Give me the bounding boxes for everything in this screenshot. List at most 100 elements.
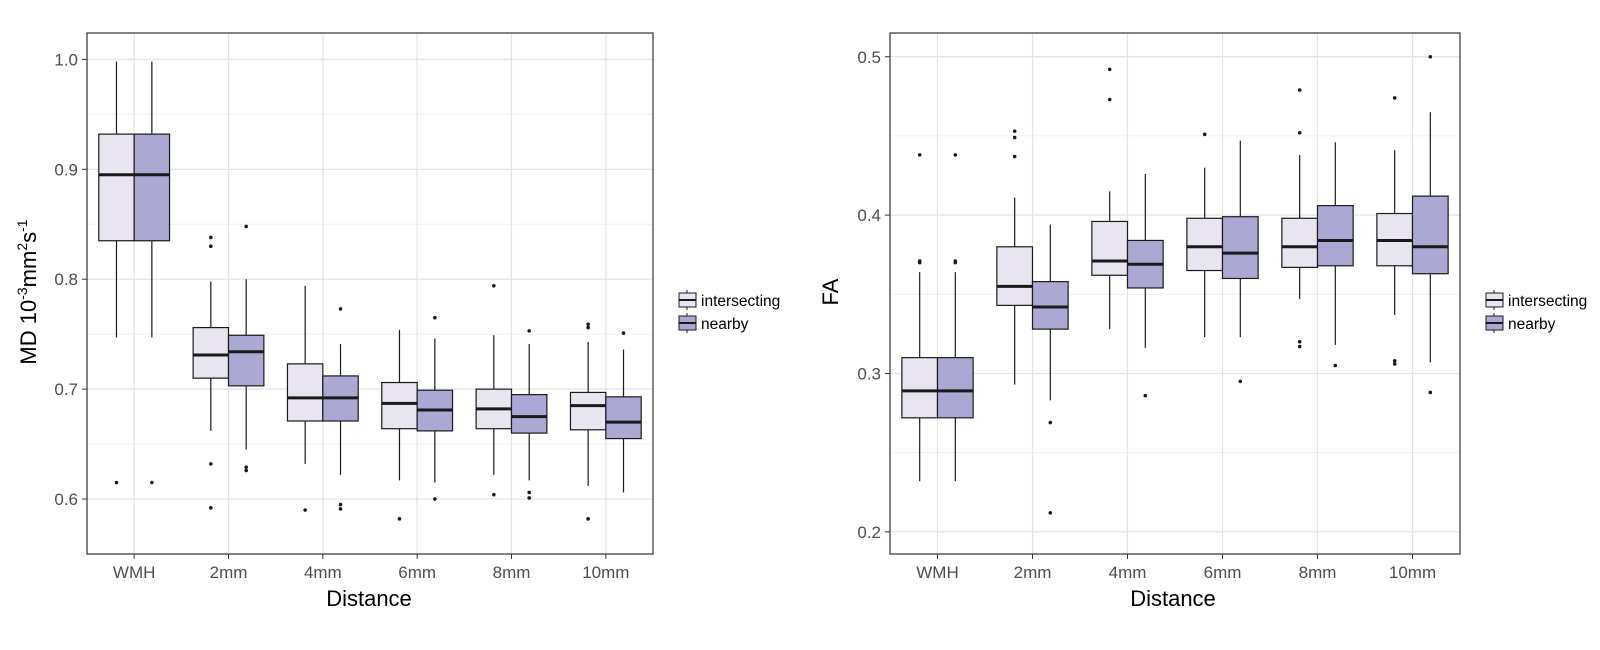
md-y-title-prefix: MD 10: [16, 300, 41, 365]
fa-y-tick-label: 0.4: [857, 206, 881, 225]
fa-y-axis-title: FA: [818, 278, 843, 305]
fa-box-intersecting-8mm: [1281, 88, 1319, 349]
outlier-point: [492, 284, 496, 288]
outlier-point: [1428, 390, 1433, 395]
outlier-point: [1048, 420, 1053, 425]
md-x-tick-label: 8mm: [493, 563, 531, 582]
md-panel-border: [86, 32, 654, 555]
outlier-point: [338, 502, 343, 507]
outlier-point: [209, 462, 213, 466]
iqr-box: [1316, 205, 1354, 267]
md-y-tick-label: 0.7: [54, 380, 78, 399]
md-x-tick-label: 6mm: [398, 563, 436, 582]
iqr-box: [286, 363, 324, 422]
outlier-point: [1012, 135, 1017, 140]
outlier-point: [303, 508, 307, 512]
iqr-box: [510, 394, 548, 434]
outlier-point: [1297, 339, 1302, 344]
md-legend-label-nearby: nearby: [701, 316, 749, 333]
fa-x-tick-label: 8mm: [1299, 563, 1337, 582]
fa-box-nearby-4mm: [1126, 173, 1164, 398]
md-box-nearby-4mm: [322, 307, 359, 511]
outlier-point: [1428, 54, 1433, 59]
outlier-point: [244, 224, 248, 229]
outlier-point: [244, 468, 248, 473]
fa-y-tick-label: 0.3: [857, 364, 881, 383]
outlier-point: [492, 492, 496, 497]
outlier-point: [917, 260, 922, 265]
outlier-point: [1012, 154, 1017, 159]
outlier-point: [586, 322, 590, 327]
fa-x-tick-label: 4mm: [1109, 563, 1147, 582]
outlier-point: [1107, 97, 1112, 102]
iqr-box: [1221, 216, 1259, 280]
md-legend: intersecting nearby: [678, 290, 780, 333]
outlier-point: [1333, 363, 1338, 368]
md-x-tick-label: 2mm: [210, 563, 248, 582]
fa-x-tick-label: 10mm: [1389, 563, 1436, 582]
iqr-box: [569, 391, 607, 431]
outlier-point: [1202, 132, 1207, 137]
fa-y-tick-label: 0.5: [857, 48, 881, 67]
outlier-point: [1107, 67, 1112, 72]
outlier-point: [527, 496, 531, 500]
fa-box-intersecting-WMH: [901, 153, 939, 482]
md-y-axis-title: MD 10-3mm2s-1: [14, 219, 41, 364]
outlier-point: [1012, 129, 1017, 133]
md-y-title-exp3: -1: [14, 219, 30, 232]
fa-legend-label-nearby: nearby: [1508, 316, 1556, 333]
md-box-nearby-6mm: [416, 315, 454, 501]
md-boxplot-chart: 0.6 0.7 0.8 0.9 1.0 WMH 2mm 4mm 6mm 8mm 10mm Dista…: [14, 32, 780, 611]
outlier-point: [1297, 344, 1302, 349]
fa-box-nearby-6mm: [1221, 140, 1259, 384]
md-box-intersecting-4mm: [286, 285, 324, 512]
outlier-point: [621, 331, 626, 335]
md-boxes: [98, 61, 642, 521]
fa-x-tick-label: 2mm: [1014, 563, 1052, 582]
fa-box-nearby-10mm: [1411, 54, 1449, 395]
fa-x-axis-title: Distance: [1130, 586, 1216, 611]
iqr-box: [98, 133, 135, 242]
md-y-title-unit-mm: mm: [16, 251, 41, 288]
iqr-box: [936, 357, 974, 419]
iqr-box: [1281, 217, 1319, 268]
iqr-box: [227, 334, 265, 387]
md-box-intersecting-8mm: [475, 284, 513, 497]
outlier-point: [1048, 511, 1053, 515]
iqr-box: [1031, 281, 1069, 330]
outlier-point: [433, 315, 437, 320]
outlier-point: [1238, 379, 1243, 384]
md-y-tick-label: 0.6: [54, 490, 78, 509]
outlier-point: [209, 235, 213, 240]
md-y-tick-label: 1.0: [54, 50, 78, 69]
outlier-point: [1392, 362, 1397, 366]
md-legend-label-intersecting: intersecting: [701, 293, 780, 310]
md-panel-background: [87, 33, 653, 554]
fa-x-tick-label: 6mm: [1204, 563, 1242, 582]
md-box-nearby-10mm: [605, 331, 642, 493]
md-y-title-exp1: -3: [14, 287, 30, 300]
fa-legend-key-nearby: [1485, 313, 1504, 333]
outlier-point: [150, 480, 154, 485]
fa-panel-border: [889, 32, 1461, 555]
md-box-nearby-WMH: [133, 61, 171, 485]
fa-legend-key-intersecting: [1485, 290, 1504, 310]
fa-box-nearby-WMH: [936, 153, 974, 482]
outlier-point: [338, 507, 343, 511]
outlier-point: [338, 307, 343, 311]
md-box-intersecting-2mm: [192, 235, 230, 510]
iqr-box: [192, 326, 230, 379]
md-x-tick-label: WMH: [113, 563, 155, 582]
outlier-point: [953, 153, 958, 157]
iqr-box: [605, 396, 642, 440]
md-box-intersecting-WMH: [98, 61, 135, 485]
outlier-point: [209, 506, 213, 510]
outlier-point: [527, 490, 531, 495]
fa-boxplot-chart: 0.2 0.3 0.4 0.5 WMH 2mm 4mm 6mm 8mm 10mm Distance…: [818, 32, 1587, 611]
outlier-point: [433, 497, 437, 501]
outlier-point: [1297, 88, 1302, 92]
outlier-point: [1297, 130, 1302, 135]
iqr-box: [996, 246, 1034, 306]
fa-gridlines: [890, 33, 1460, 554]
